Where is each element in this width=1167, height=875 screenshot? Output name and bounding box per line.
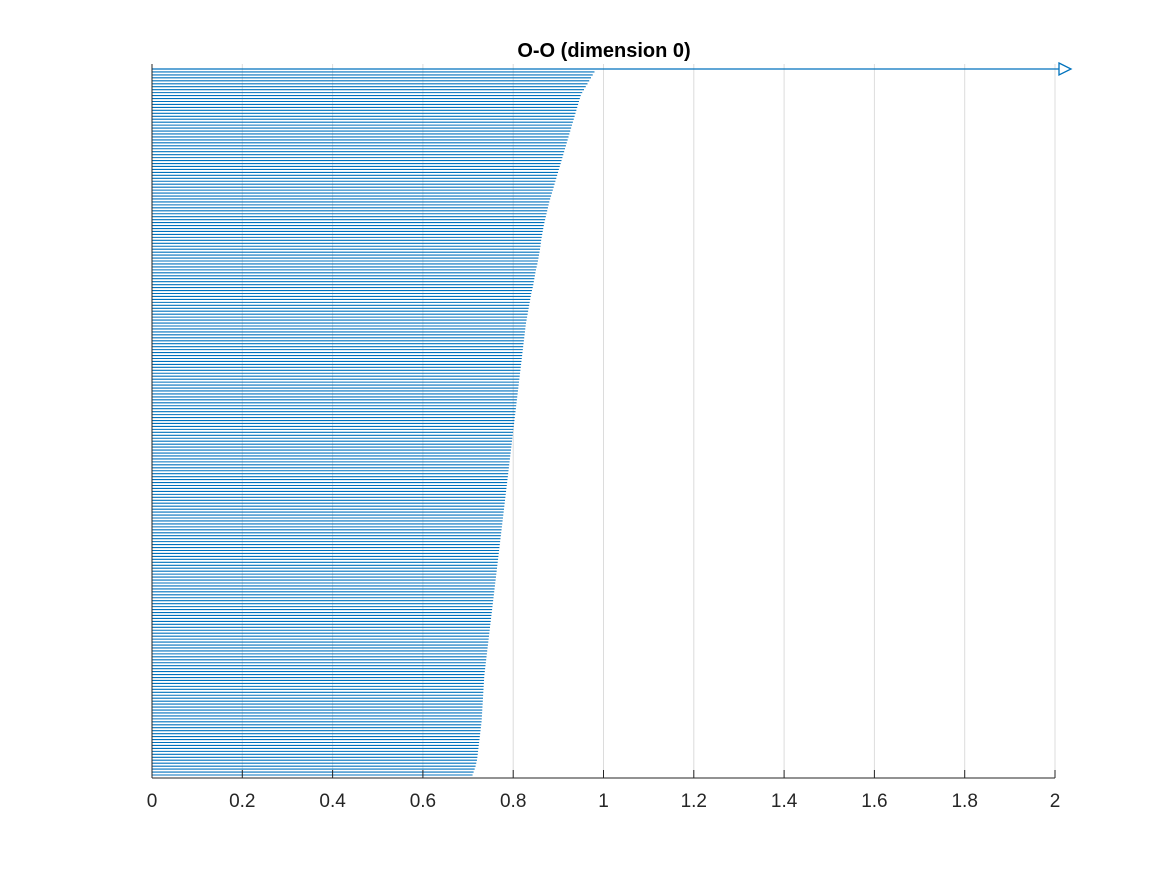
x-tick-label-9: 1.8 [951, 791, 977, 812]
x-axis: 0 0.2 0.4 0.6 0.8 1 1.2 1.4 1.6 1.8 2 [147, 64, 1061, 812]
x-tick-label-3: 0.6 [410, 791, 436, 812]
x-tick-label-10: 2 [1050, 791, 1061, 812]
x-tick-label-7: 1.4 [771, 791, 798, 812]
x-tick-label-0: 0 [147, 791, 158, 812]
x-tick-label-1: 0.2 [229, 791, 255, 812]
x-tick-label-4: 0.8 [500, 791, 526, 812]
chart-title: O-O (dimension 0) [517, 40, 690, 62]
x-tick-label-8: 1.6 [861, 791, 887, 812]
x-tick-label-5: 1 [598, 791, 609, 812]
infinite-arrow-marker [1058, 61, 1073, 77]
bars-group [152, 61, 1073, 776]
x-tick-label-6: 1.2 [681, 791, 707, 812]
x-tick-label-2: 0.4 [319, 791, 346, 812]
